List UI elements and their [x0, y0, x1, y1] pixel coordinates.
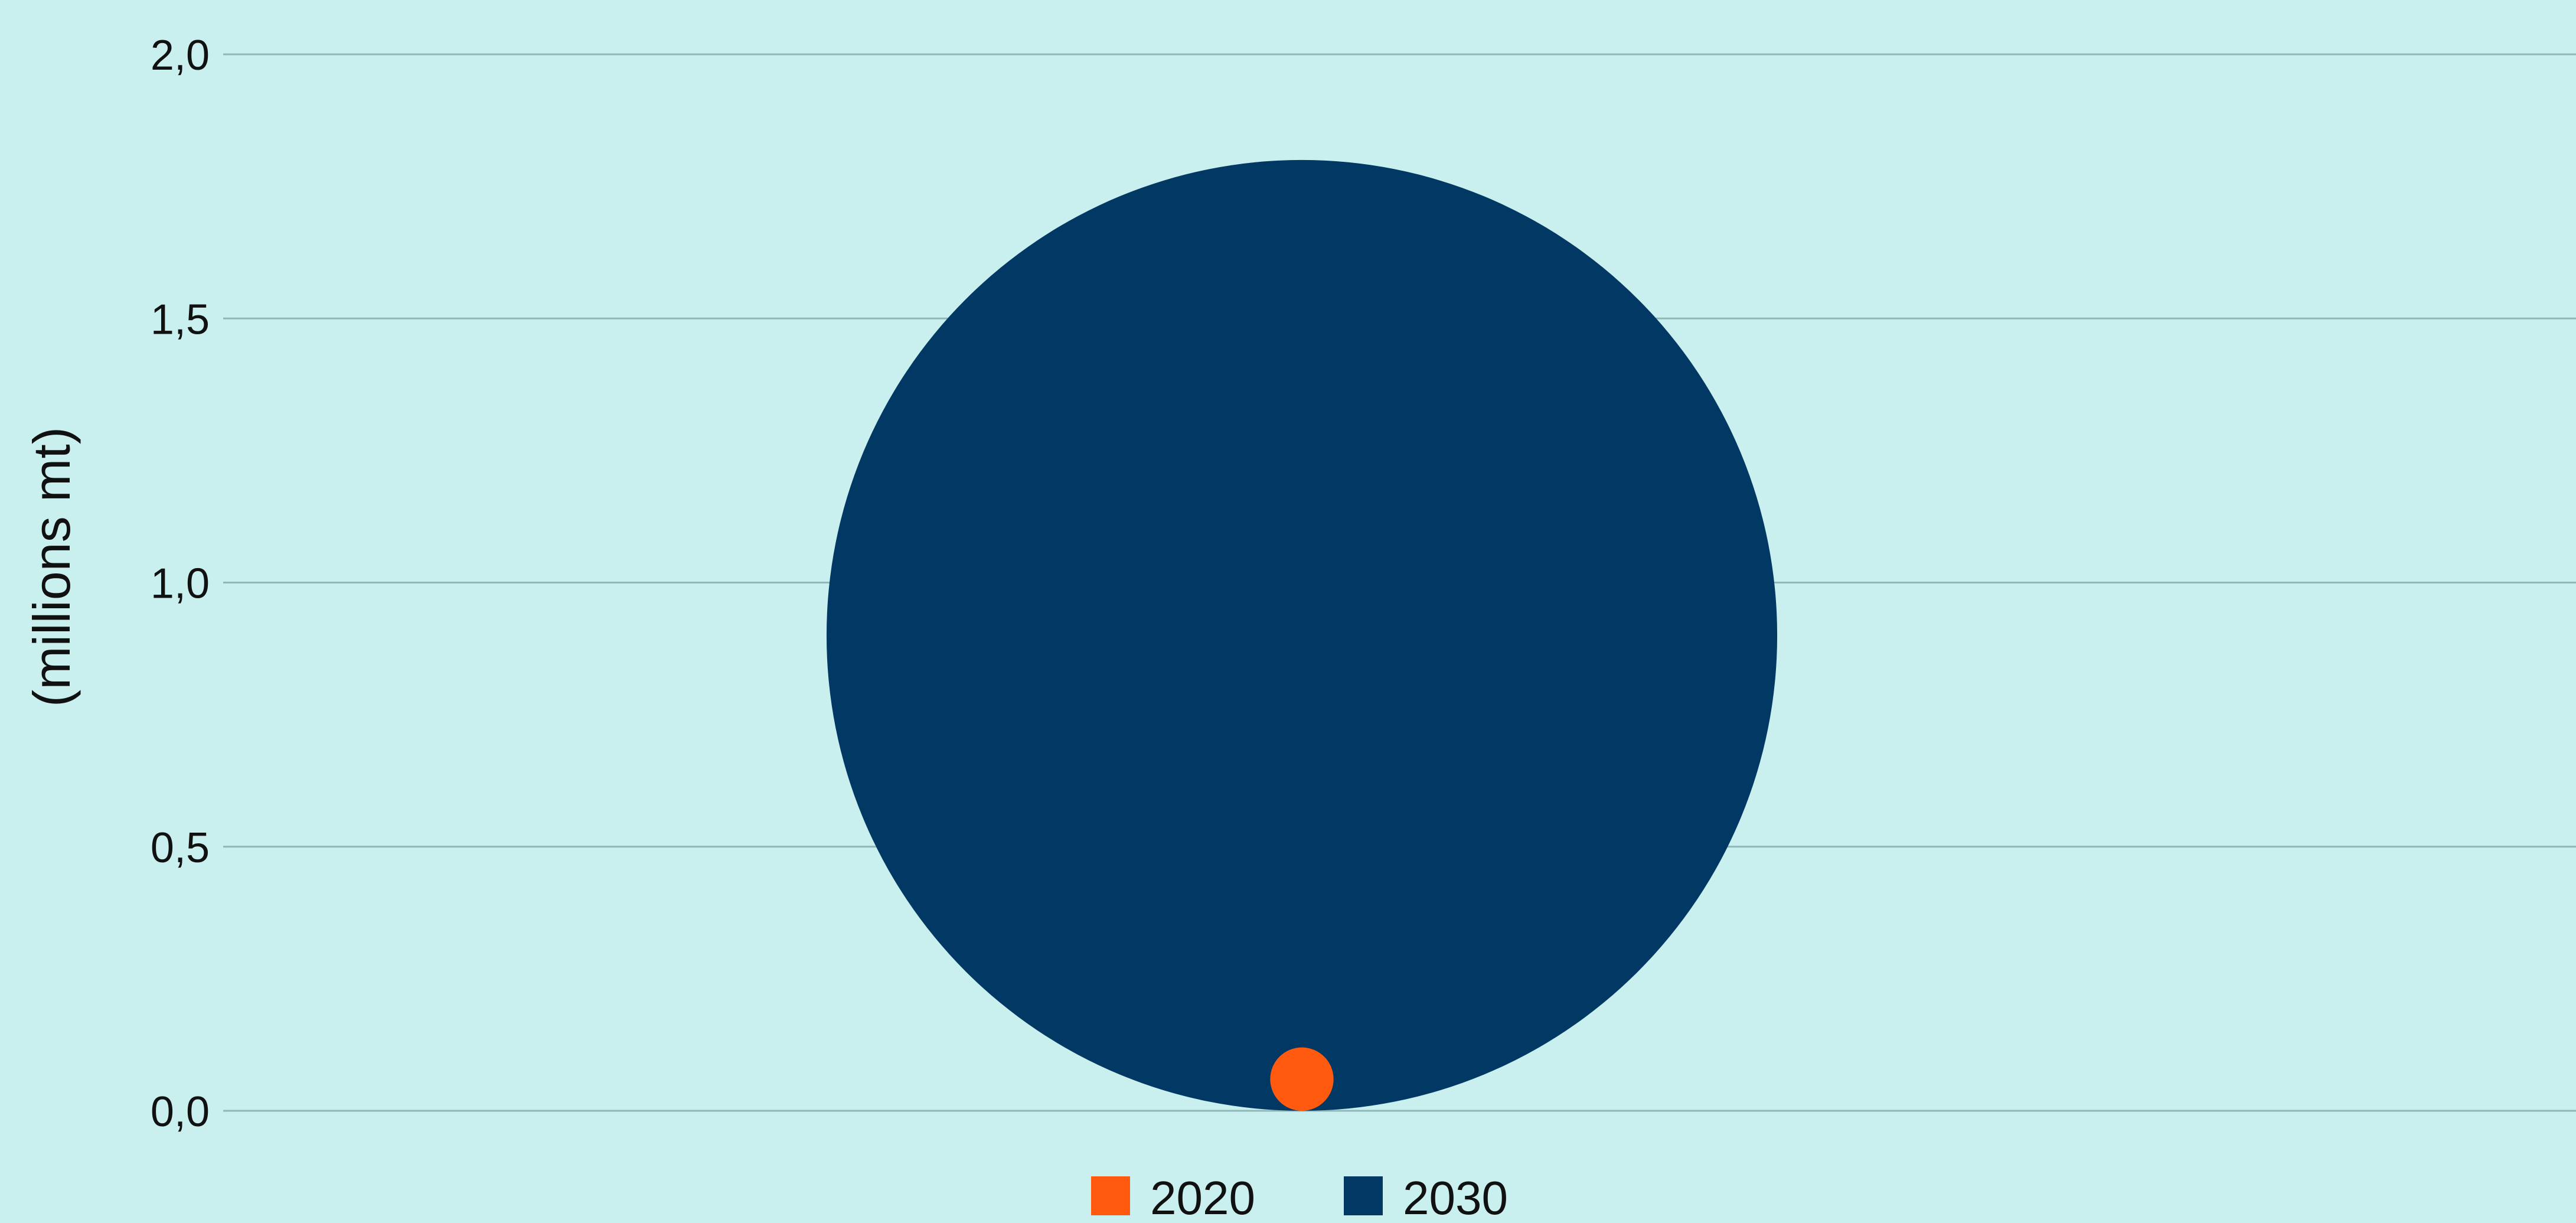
- y-tick-label: 1,0: [151, 560, 210, 608]
- bubble-2020[interactable]: [1270, 1047, 1334, 1111]
- legend-label-2030: 2030: [1403, 1172, 1508, 1223]
- y-tick-label: 1,5: [151, 296, 210, 343]
- y-tick-label: 0,0: [151, 1088, 210, 1136]
- bubble-2030[interactable]: [826, 159, 1778, 1111]
- legend: 2020 2030: [1091, 1172, 1508, 1223]
- y-tick-label: 2,0: [151, 32, 210, 79]
- legend-swatch-2030: [1344, 1176, 1383, 1215]
- y-axis-title: (millions mt): [22, 427, 81, 707]
- legend-swatch-2020: [1091, 1176, 1130, 1215]
- y-axis-ticks: 0,0 0,5 1,0 1,5 2,0: [151, 32, 210, 1136]
- y-tick-label: 0,5: [151, 824, 210, 872]
- bubbles: [826, 159, 1778, 1111]
- legend-label-2020: 2020: [1150, 1172, 1255, 1223]
